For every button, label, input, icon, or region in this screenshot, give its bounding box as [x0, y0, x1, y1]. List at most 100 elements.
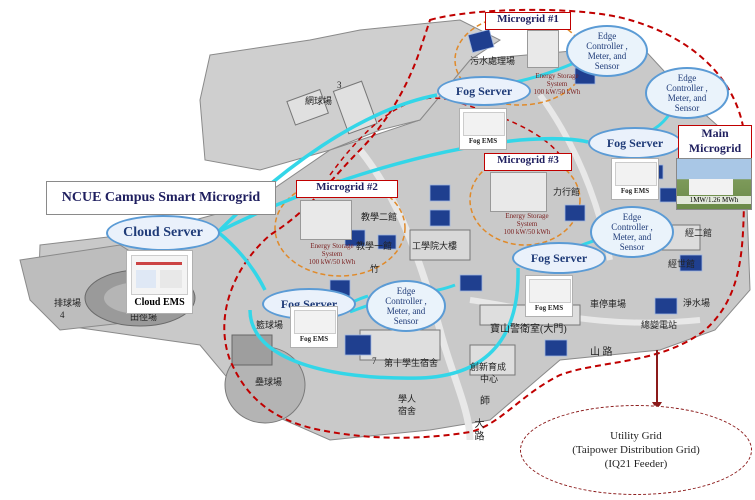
map-label-track: 田徑場 — [130, 312, 158, 322]
edge-label-line: Meter, and — [667, 93, 707, 103]
ess-label-line: Energy Storage — [505, 212, 549, 220]
cloud-server-node: Cloud Server — [106, 215, 220, 251]
edge-label-line: Sensor — [674, 103, 700, 113]
map-label-teach2: 教學二館 — [361, 212, 398, 222]
map-label-wastewater: 污水處理場 — [470, 56, 516, 66]
fog-server-label: Fog Server — [530, 250, 588, 265]
fog-server-main: Fog Server — [588, 127, 682, 159]
microgrid-2-title: Microgrid #2 — [296, 180, 398, 198]
fog-link — [216, 230, 267, 291]
solar-panel — [377, 234, 397, 250]
map-label-mountain-road: 山 路 — [590, 347, 613, 358]
map-label-student-dorm-2: 宿舍 — [398, 406, 417, 416]
fog-server-label: Fog Server — [606, 135, 664, 150]
edge-label-line: Controller , — [385, 296, 427, 306]
fog-ems-label: Fog EMS — [620, 187, 650, 195]
ess-label-line: 100 kW/50 kWh — [308, 258, 356, 266]
solar-panel — [544, 339, 568, 357]
fog-link — [248, 267, 520, 380]
ess-equipment-mg2 — [300, 200, 352, 240]
map-label-teach1: 教學一館 — [356, 241, 393, 251]
solar-panel-group — [329, 28, 703, 357]
edge-label-line: Edge — [622, 212, 642, 222]
edge-label-line: Sensor — [594, 61, 620, 71]
cloud-ems-panel: Cloud EMS — [126, 250, 193, 314]
microgrid-3-label: Microgrid #3 — [497, 154, 559, 166]
edge-label-line: Meter, and — [386, 306, 426, 316]
map-label-tennis: 網球場 — [305, 96, 333, 106]
fog-ems-label: Fog EMS — [299, 335, 329, 343]
map-label-main-road: 大 路 — [472, 418, 483, 441]
edge-label-line: Controller , — [666, 83, 708, 93]
ess-label-line: System — [516, 220, 538, 228]
fog-ems-panel-mg1: Fog EMS — [459, 108, 507, 150]
fog-ems-panel-main: Fog EMS — [611, 158, 659, 200]
edge-label-line: Edge — [396, 286, 416, 296]
map-label-admin: 力行館 — [553, 187, 581, 197]
fog-server-mg3: Fog Server — [512, 242, 606, 274]
map-label-number: 3 — [337, 80, 342, 90]
engineering-building — [409, 229, 471, 261]
main-microgrid-label-line2: Microgrid — [688, 141, 742, 155]
solar-panel — [429, 184, 451, 202]
cloud-ems-screen — [131, 255, 188, 295]
dorm-building — [359, 329, 441, 361]
utility-grid-feeder: (IQ21 Feeder) — [604, 458, 668, 470]
main-microgrid-label-line1: Main — [701, 126, 729, 140]
map-label-parking: 車停車場 — [590, 299, 627, 309]
ess-label-line: Energy Storage — [310, 242, 354, 250]
microgrid-1-label: Microgrid #1 — [497, 13, 559, 25]
diagram-title-text: NCUE Campus Smart Microgrid — [61, 190, 261, 205]
main-microgrid-title: Main Microgrid — [678, 125, 752, 159]
edge-label-line: Edge — [597, 31, 617, 41]
utility-grid-node: Utility Grid (Taipower Distribution Grid… — [520, 405, 752, 495]
map-label-engineering: 工學院大樓 — [412, 241, 458, 251]
fog-ems-panel-mg2: Fog EMS — [290, 306, 338, 348]
map-label-wash: 淨水場 — [683, 298, 711, 308]
solar-panel — [429, 209, 451, 227]
map-label-innovation: 創新育成 — [470, 362, 507, 372]
solar-panel — [654, 297, 678, 315]
campus-boundary — [223, 8, 747, 439]
main-microgrid-caption: 1MW/1.26 MWh — [677, 196, 751, 204]
ess-equipment-mg1 — [527, 30, 559, 68]
basketball-court — [231, 334, 273, 366]
ess-label-line: Energy Storage — [535, 72, 579, 80]
map-label-bamboo: 竹 — [370, 264, 380, 274]
diagram-title: NCUE Campus Smart Microgrid — [46, 181, 276, 215]
map-label-gate: 寶山警衛室(大門) — [490, 324, 567, 335]
map-label-number: 7 — [372, 356, 377, 366]
microgrid-boundary-inner — [329, 97, 561, 176]
cloud-server-label: Cloud Server — [123, 225, 203, 240]
edge-label-line: Sensor — [393, 316, 419, 326]
edge-label-line: Sensor — [619, 242, 645, 252]
map-label-basketball: 籃球場 — [256, 320, 284, 330]
map-label-dorm10: 第十學生宿舍 — [384, 358, 439, 368]
map-label-substation: 總變電站 — [641, 320, 678, 330]
map-label-pump: 經二館 — [685, 228, 713, 238]
ess-label-line: System — [321, 250, 343, 258]
ess-label-mg1: Energy Storage System 100 kW/50 kWh — [520, 72, 594, 96]
fog-ems-panel-mg3: Fog EMS — [525, 275, 573, 317]
ess-label-mg3: Energy Storage System 100 kW/50 kWh — [490, 212, 564, 236]
edge-controller-mg2: Edge Controller , Meter, and Sensor — [366, 280, 446, 332]
utility-grid-label: Utility Grid — [610, 430, 662, 442]
edge-label-line: Edge — [677, 73, 697, 83]
microgrid-2-label: Microgrid #2 — [316, 181, 378, 193]
edge-label-line: Controller , — [611, 222, 653, 232]
map-label-teacher: 師 — [480, 396, 490, 407]
ess-label-line: System — [546, 80, 568, 88]
utility-grid-sublabel: (Taipower Distribution Grid) — [572, 444, 700, 456]
tennis-building — [286, 88, 330, 126]
fog-ems-label: Fog EMS — [534, 304, 564, 312]
solar-panel — [344, 334, 372, 356]
edge-controller-mg1: Edge Controller , Meter, and Sensor — [566, 25, 648, 77]
microgrid-3-title: Microgrid #3 — [484, 153, 572, 171]
solar-panel — [564, 204, 586, 222]
microgrid-1-title: Microgrid #1 — [485, 12, 571, 30]
edge-label-line: Controller , — [586, 41, 628, 51]
main-microgrid-photo: 1MW/1.26 MWh — [676, 158, 752, 210]
fog-ems-label: Fog EMS — [468, 137, 498, 145]
fog-server-label: Fog Server — [455, 83, 513, 98]
